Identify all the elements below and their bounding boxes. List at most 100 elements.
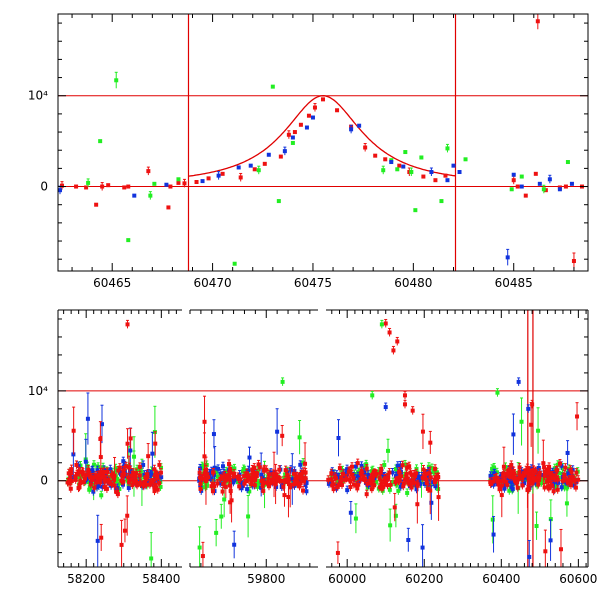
data-point — [420, 545, 425, 550]
data-point — [290, 477, 295, 482]
data-point — [509, 187, 514, 192]
data-point — [304, 489, 309, 494]
data-point — [409, 170, 414, 175]
data-point — [95, 468, 100, 473]
data-point — [141, 462, 146, 467]
data-point — [194, 180, 199, 185]
zoom-series-red — [60, 14, 584, 270]
data-point — [563, 184, 568, 189]
data-point — [242, 474, 247, 479]
data-point — [359, 469, 364, 474]
x-tick-label: 58200 — [67, 572, 105, 586]
data-point — [146, 169, 151, 174]
data-point — [166, 205, 171, 210]
data-point — [401, 484, 406, 489]
data-point — [443, 173, 448, 178]
data-point — [227, 461, 232, 466]
data-point — [268, 481, 273, 486]
data-point — [566, 471, 571, 476]
data-point — [126, 475, 131, 480]
data-point — [117, 486, 122, 491]
data-point — [92, 485, 97, 490]
data-point — [560, 478, 565, 483]
data-point — [129, 477, 134, 482]
data-point — [508, 479, 513, 484]
data-point — [421, 467, 426, 472]
data-point — [262, 468, 267, 473]
x-tick-label: 60400 — [482, 572, 520, 586]
data-point — [102, 477, 107, 482]
data-point — [505, 471, 510, 476]
data-point — [157, 481, 162, 486]
data-point — [373, 153, 378, 158]
data-point — [572, 478, 577, 483]
x-tick-label: 60475 — [294, 276, 332, 290]
data-point — [548, 483, 553, 488]
data-point — [106, 477, 111, 482]
data-point — [60, 183, 65, 188]
data-point — [401, 164, 406, 169]
data-point — [385, 476, 390, 481]
data-point — [214, 530, 219, 535]
data-point — [547, 470, 552, 475]
data-point — [204, 467, 209, 472]
data-point — [76, 486, 81, 491]
data-point — [410, 483, 415, 488]
data-point — [281, 484, 286, 489]
data-point — [298, 122, 303, 127]
data-point — [119, 542, 124, 547]
data-point — [428, 475, 433, 480]
data-point — [520, 483, 525, 488]
data-point — [326, 481, 331, 486]
data-point — [99, 422, 104, 427]
data-point — [303, 482, 308, 487]
data-point — [505, 482, 510, 487]
data-point — [556, 470, 561, 475]
data-point — [121, 459, 126, 464]
data-point — [415, 483, 420, 488]
data-point — [398, 463, 403, 468]
data-point — [525, 487, 530, 492]
data-point — [94, 485, 99, 490]
data-point — [563, 465, 568, 470]
data-point — [117, 481, 122, 486]
data-point — [495, 390, 500, 395]
data-point — [405, 490, 410, 495]
data-point — [565, 450, 570, 455]
data-point — [85, 475, 90, 480]
data-point — [246, 514, 251, 519]
data-point — [135, 483, 140, 488]
data-point — [523, 193, 528, 198]
data-point — [98, 139, 103, 144]
data-point — [91, 483, 96, 488]
data-point — [66, 471, 71, 476]
data-point — [83, 473, 88, 478]
data-point — [285, 479, 290, 484]
data-point — [81, 480, 86, 485]
data-point — [490, 479, 495, 484]
data-point — [78, 481, 83, 486]
data-point — [396, 488, 401, 493]
data-point — [331, 472, 336, 477]
data-point — [565, 485, 570, 490]
data-point — [507, 488, 512, 493]
data-point — [79, 474, 84, 479]
data-point — [515, 485, 520, 490]
data-point — [519, 184, 524, 189]
data-point — [511, 432, 516, 437]
data-point — [502, 486, 507, 491]
data-point — [433, 484, 438, 489]
data-point — [153, 482, 158, 487]
data-point — [373, 471, 378, 476]
data-point — [288, 485, 293, 490]
data-point — [279, 478, 284, 483]
data-point — [543, 549, 548, 554]
data-point — [569, 181, 574, 186]
data-point — [131, 470, 136, 475]
data-point — [100, 184, 105, 189]
data-point — [203, 478, 208, 483]
data-point — [134, 471, 139, 476]
data-point — [106, 183, 111, 188]
data-point — [501, 473, 506, 478]
data-point — [542, 485, 547, 490]
